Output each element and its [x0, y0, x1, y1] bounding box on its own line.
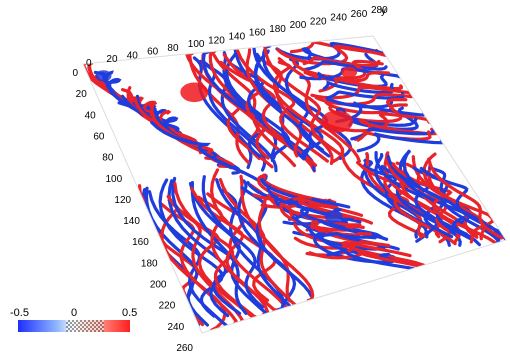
colorbar-mid-label: 0 — [71, 307, 77, 319]
field-blob — [341, 66, 358, 78]
stripe — [356, 132, 444, 153]
stripe — [324, 112, 431, 133]
x-tick-label: 20 — [76, 89, 88, 100]
stripe — [314, 92, 413, 106]
y-tick-label: 240 — [330, 13, 347, 24]
y-tick-label: 100 — [188, 39, 205, 50]
x-tick-label: 200 — [150, 280, 167, 291]
y-tick-label: 280 — [371, 5, 388, 16]
y-tick-label: 260 — [351, 9, 368, 20]
x-tick-label: 180 — [141, 258, 158, 269]
x-tick-label: 140 — [123, 216, 140, 227]
stripe — [302, 56, 381, 68]
stripe — [263, 45, 343, 157]
field-blob — [180, 82, 209, 103]
stripe — [308, 250, 425, 268]
colorbar-max-label: 0.5 — [122, 307, 137, 319]
x-tick-label: 240 — [168, 322, 185, 333]
field-blob — [95, 70, 112, 82]
y-tick-label: 120 — [208, 35, 225, 46]
y-tick-label: 60 — [147, 47, 159, 58]
y-axis-label: y — [381, 6, 386, 17]
x-tick-label: 80 — [102, 153, 114, 164]
y-tick-label: 200 — [290, 20, 307, 31]
stripe-field — [82, 35, 507, 334]
x-tick-label: 160 — [132, 237, 149, 248]
x-tick-label: 40 — [85, 110, 97, 121]
stripe — [150, 121, 261, 183]
stripe — [276, 44, 388, 66]
stripe — [305, 240, 426, 267]
stripe — [427, 157, 504, 240]
stripe — [303, 60, 388, 71]
x-tick-label: 100 — [106, 174, 123, 185]
y-tick-label: 160 — [249, 28, 266, 39]
colorbar: -0.5 0 0.5 — [10, 307, 137, 332]
stripe — [356, 161, 457, 246]
x-tick-label: 0 — [72, 68, 78, 79]
field-blob — [324, 210, 343, 223]
stripe — [261, 44, 329, 152]
stripe — [211, 52, 297, 168]
stripe — [236, 49, 329, 163]
y-tick-label: 140 — [229, 32, 246, 43]
stripe — [287, 207, 384, 237]
field-blob — [321, 110, 353, 133]
stripe — [335, 101, 427, 124]
y-tick-label: 80 — [167, 43, 179, 54]
stripe — [310, 85, 413, 100]
stripe — [185, 52, 274, 169]
x-axis-ticks: 0 20 40 60 80 100 120 140 160 180 200 220 240 260 — [72, 68, 193, 354]
stripe — [422, 152, 495, 237]
colorbar-min-label: -0.5 — [10, 307, 29, 319]
y-tick-label: 220 — [310, 16, 327, 27]
stripe — [292, 58, 384, 80]
x-tick-label: 260 — [176, 343, 193, 354]
stripe — [353, 119, 439, 141]
stripe — [190, 181, 248, 315]
stripe — [218, 178, 297, 307]
stripe — [326, 248, 415, 271]
x-tick-label: 120 — [114, 195, 131, 206]
stripe — [277, 57, 361, 163]
stripe — [201, 175, 264, 309]
y-tick-label: 20 — [106, 54, 118, 65]
stripe — [293, 236, 412, 258]
plate-outline — [82, 35, 507, 334]
y-tick-label: 40 — [127, 50, 139, 61]
stripe — [360, 159, 428, 243]
stripe — [192, 56, 253, 170]
stripe — [303, 70, 390, 83]
x-tick-label: 60 — [93, 132, 105, 143]
y-tick-label: 180 — [269, 24, 286, 35]
x-tick-label: 220 — [159, 301, 176, 312]
stripe-pattern — [83, 40, 506, 332]
y-tick-label: 0 — [86, 58, 92, 69]
y-axis-ticks: 0 20 40 60 80 100 120 140 160 180 200 220 240 260 280 — [86, 5, 388, 69]
colorbar-checker — [66, 320, 104, 332]
